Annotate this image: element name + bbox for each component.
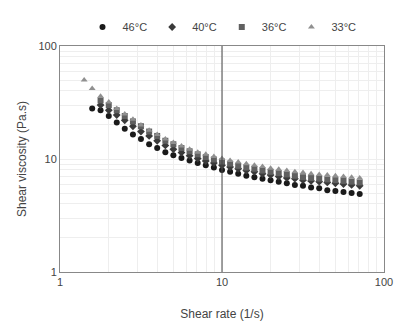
svg-text:10: 10 [45,153,57,165]
svg-text:33°C: 33°C [331,21,356,33]
svg-text:46°C: 46°C [123,21,148,33]
svg-text:Shear rate (1/s): Shear rate (1/s) [180,307,263,321]
svg-text:10: 10 [216,276,228,288]
svg-text:Shear viscosity (Pa.s): Shear viscosity (Pa.s) [15,101,29,217]
svg-text:36°C: 36°C [262,21,287,33]
svg-text:100: 100 [38,40,56,52]
svg-text:1: 1 [51,266,57,278]
svg-text:100: 100 [375,276,393,288]
svg-text:1: 1 [57,276,63,288]
svg-text:40°C: 40°C [192,21,217,33]
